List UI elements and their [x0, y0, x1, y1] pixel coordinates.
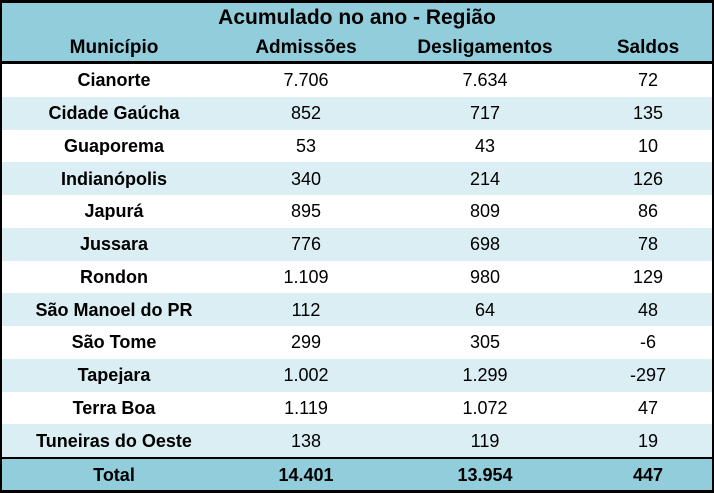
admissions-cell: 299 — [290, 333, 322, 352]
column-header-municipio: Município — [69, 37, 159, 57]
admissions-cell: 138 — [290, 431, 322, 450]
total-admissions-cell: 14.401 — [278, 465, 334, 484]
table-row: Terra Boa 1.119 1.072 47 — [2, 391, 712, 425]
table-title: Acumulado no ano - Região — [218, 6, 496, 29]
balance-cell: 19 — [637, 431, 659, 450]
municipality-cell: Cianorte — [77, 71, 151, 90]
balance-cell: 135 — [632, 104, 664, 123]
dismissals-cell: 43 — [474, 136, 496, 155]
header-divider — [2, 61, 712, 64]
admissions-cell: 895 — [290, 202, 322, 221]
table-row: Cianorte 7.706 7.634 72 — [2, 64, 712, 97]
admissions-cell: 53 — [295, 136, 317, 155]
municipality-cell: Japurá — [84, 202, 144, 221]
municipality-cell: Tapejara — [77, 366, 151, 385]
dismissals-cell: 1.299 — [462, 366, 508, 385]
admissions-cell: 1.119 — [284, 398, 328, 417]
balance-cell: 10 — [637, 136, 659, 155]
column-header-saldos: Saldos — [616, 37, 680, 57]
admissions-cell: 1.002 — [283, 366, 329, 385]
municipality-cell: Indianópolis — [61, 169, 167, 188]
municipality-cell: Tuneiras do Oeste — [36, 431, 192, 450]
balance-cell: -297 — [629, 366, 667, 385]
municipality-cell: Jussara — [79, 235, 149, 254]
municipality-cell: São Manoel do PR — [35, 300, 193, 319]
table-row: Rondon 1.109 980 129 — [2, 260, 712, 294]
admissions-cell: 7.706 — [283, 71, 329, 90]
admissions-cell: 340 — [290, 169, 322, 188]
municipality-cell: Cidade Gaúcha — [48, 104, 180, 123]
total-balance-cell: 447 — [632, 465, 664, 484]
municipality-cell: Terra Boa — [72, 398, 156, 417]
table-row: Jussara 776 698 78 — [2, 227, 712, 261]
table-row: Indianópolis 340 214 126 — [2, 162, 712, 195]
admissions-cell: 852 — [290, 104, 322, 123]
balance-cell: 129 — [632, 267, 664, 286]
table-row: Tapejara 1.002 1.299 -297 — [2, 358, 712, 392]
balance-cell: 126 — [632, 169, 664, 188]
table-row: Japurá 895 809 86 — [2, 195, 712, 228]
balance-cell: 48 — [637, 300, 659, 319]
table-header-row: Município Admissões Desligamentos Saldos — [2, 33, 712, 61]
admissions-cell: 1.109 — [283, 267, 329, 286]
table-row: São Manoel do PR 112 64 48 — [2, 293, 712, 326]
column-header-admissoes: Admissões — [255, 37, 357, 57]
municipality-cell: São Tome — [71, 333, 157, 352]
dismissals-cell: 214 — [469, 169, 501, 188]
municipality-cell: Rondon — [80, 267, 148, 286]
dismissals-cell: 119 — [470, 431, 500, 450]
dismissals-cell: 7.634 — [462, 71, 508, 90]
admissions-cell: 112 — [291, 300, 321, 319]
dismissals-cell: 980 — [469, 267, 501, 286]
table-row: Guaporema 53 43 10 — [2, 129, 712, 163]
dismissals-cell: 305 — [469, 333, 501, 352]
municipality-cell: Guaporema — [63, 136, 165, 155]
dismissals-cell: 717 — [469, 104, 501, 123]
table-row: São Tome 299 305 -6 — [2, 326, 712, 359]
total-divider — [2, 457, 712, 459]
column-header-desligamentos: Desligamentos — [417, 37, 553, 57]
balance-cell: 86 — [637, 202, 659, 221]
dismissals-cell: 64 — [474, 300, 496, 319]
dismissals-cell: 809 — [469, 202, 501, 221]
balance-cell: 72 — [637, 71, 659, 90]
table-row: Cidade Gaúcha 852 717 135 — [2, 96, 712, 130]
balance-cell: 78 — [637, 235, 659, 254]
admissions-cell: 776 — [290, 235, 322, 254]
balance-cell: -6 — [639, 333, 656, 352]
dismissals-cell: 698 — [469, 235, 501, 254]
total-label: Total — [93, 465, 135, 484]
table-row: Tuneiras do Oeste 138 119 19 — [2, 424, 712, 457]
balance-cell: 47 — [637, 398, 659, 417]
table-total-row: Total 14.401 13.954 447 — [2, 459, 712, 490]
dismissals-cell: 1.072 — [462, 398, 508, 417]
total-dismissals-cell: 13.954 — [457, 465, 513, 484]
table-title-row: Acumulado no ano - Região — [2, 3, 712, 33]
